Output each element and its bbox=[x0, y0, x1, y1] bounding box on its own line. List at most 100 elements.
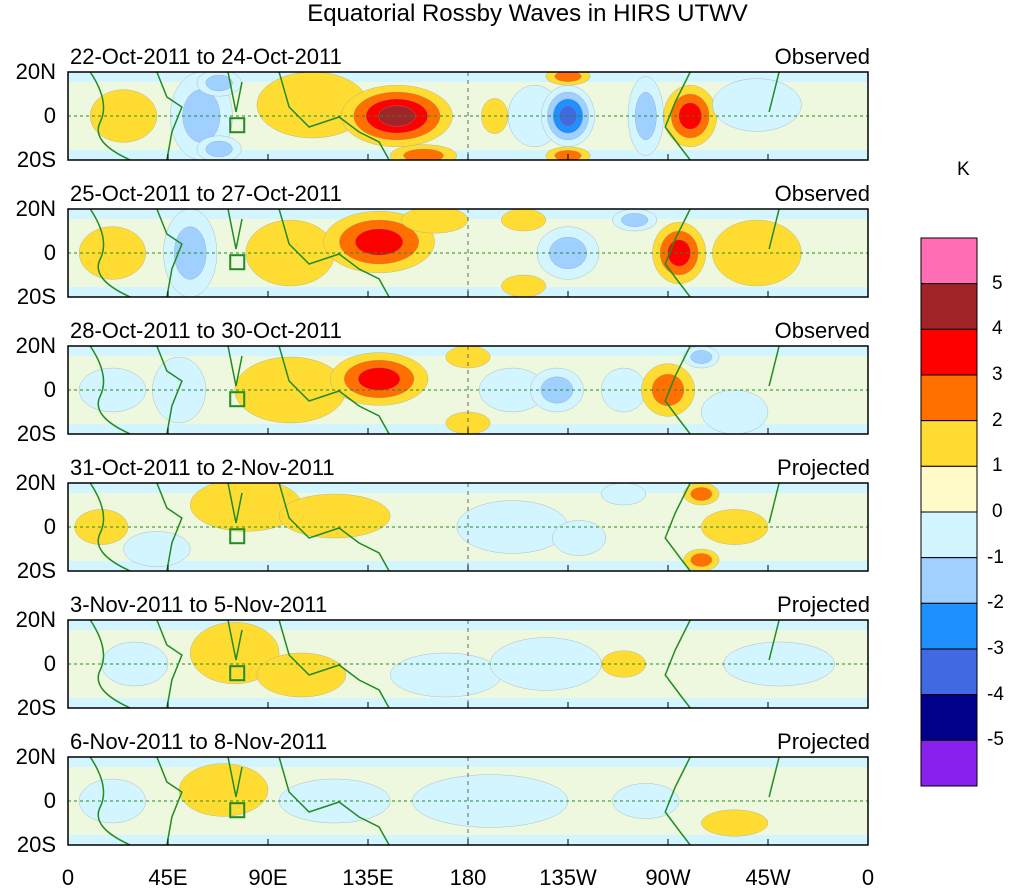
coastline bbox=[156, 346, 183, 434]
anomaly-contour bbox=[554, 72, 582, 82]
coastline bbox=[278, 483, 390, 571]
colorbar bbox=[920, 237, 978, 787]
lat-label: 20S bbox=[16, 284, 56, 309]
colorbar-swatch bbox=[920, 648, 978, 696]
lat-label: 20S bbox=[16, 421, 56, 446]
coastline bbox=[768, 483, 780, 524]
panel-status: Projected bbox=[777, 729, 870, 754]
coastline bbox=[89, 757, 131, 845]
panel-date-range: 3-Nov-2011 to 5-Nov-2011 bbox=[70, 592, 328, 617]
colorbar-label: 4 bbox=[992, 318, 1003, 340]
anomaly-contour bbox=[667, 239, 691, 267]
anomaly-contour bbox=[256, 652, 346, 698]
coastline bbox=[278, 620, 390, 708]
panel-status: Observed bbox=[774, 318, 870, 343]
map-panel-2 bbox=[67, 208, 869, 298]
panel-status: Projected bbox=[777, 455, 870, 480]
box-outline bbox=[229, 528, 246, 545]
lon-label: 0 bbox=[61, 865, 75, 890]
box-outline bbox=[229, 802, 246, 819]
figure-title: Equatorial Rossby Waves in HIRS UTWV bbox=[307, 0, 748, 27]
anomaly-contour bbox=[205, 140, 233, 158]
coastline bbox=[227, 72, 243, 113]
colorbar-label: 3 bbox=[992, 364, 1003, 385]
colorbar-label: -5 bbox=[987, 729, 1004, 751]
lon-label: 90W bbox=[645, 865, 691, 890]
lat-label: 20N bbox=[15, 607, 56, 632]
coastline bbox=[156, 72, 183, 160]
anomaly-contour bbox=[690, 487, 713, 501]
lat-label: 20N bbox=[15, 470, 56, 495]
coastline bbox=[89, 620, 131, 708]
map-panel-3 bbox=[67, 345, 869, 435]
anomaly-contour bbox=[690, 350, 713, 364]
lat-label: 20N bbox=[15, 744, 56, 769]
anomaly-contour bbox=[621, 213, 649, 227]
panel-date-range: 31-Oct-2011 to 2-Nov-2011 bbox=[70, 455, 335, 480]
lat-label: 20S bbox=[16, 558, 56, 583]
coastline bbox=[156, 757, 183, 845]
map-panel-5 bbox=[67, 619, 869, 709]
colorbar-swatch bbox=[920, 465, 978, 513]
coastline bbox=[89, 72, 131, 160]
anomaly-contour bbox=[690, 553, 713, 567]
colorbar-swatch bbox=[920, 420, 978, 467]
coastline bbox=[768, 346, 780, 387]
anomaly-contour bbox=[390, 652, 502, 698]
colorbar-swatch bbox=[920, 237, 978, 285]
lon-label: 135E bbox=[342, 865, 394, 890]
lon-label: 45W bbox=[745, 865, 791, 890]
coastline bbox=[278, 72, 390, 160]
coastline bbox=[156, 483, 183, 571]
coastline bbox=[227, 620, 243, 661]
coastline bbox=[664, 209, 691, 297]
coastline bbox=[768, 757, 780, 798]
coastline bbox=[664, 483, 691, 571]
anomaly-contour bbox=[178, 763, 269, 817]
colorbar-label: 5 bbox=[992, 272, 1003, 294]
anomaly-contour bbox=[358, 367, 401, 391]
panel-date-range: 6-Nov-2011 to 8-Nov-2011 bbox=[70, 729, 328, 754]
map-panel-4 bbox=[67, 482, 869, 572]
coastline bbox=[89, 483, 131, 571]
lon-label: 180 bbox=[449, 865, 487, 890]
colorbar-label: 2 bbox=[992, 409, 1003, 431]
coastline bbox=[278, 209, 390, 297]
anomaly-contour bbox=[701, 809, 769, 837]
colorbar-swatch bbox=[920, 557, 978, 604]
lat-label: 20S bbox=[16, 832, 56, 857]
map-panel-6 bbox=[67, 756, 869, 846]
coastline bbox=[89, 346, 131, 434]
colorbar-label: -3 bbox=[987, 638, 1004, 659]
box-outline bbox=[229, 665, 246, 682]
coastline bbox=[768, 72, 780, 113]
panel-date-range: 22-Oct-2011 to 24-Oct-2011 bbox=[70, 44, 342, 69]
coastline bbox=[768, 209, 780, 250]
anomaly-contour bbox=[278, 493, 391, 539]
coastline bbox=[227, 209, 243, 250]
coastline bbox=[664, 346, 691, 434]
anomaly-contour bbox=[501, 209, 546, 232]
panel-status: Projected bbox=[777, 592, 870, 617]
coastline bbox=[278, 757, 390, 845]
coastline bbox=[664, 72, 691, 160]
colorbar-label: -4 bbox=[987, 683, 1004, 705]
lon-label: 135W bbox=[539, 865, 597, 890]
anomaly-contour bbox=[403, 148, 444, 160]
anomaly-contour bbox=[678, 102, 702, 130]
panel-status: Observed bbox=[774, 181, 870, 206]
lat-label: 0 bbox=[43, 240, 56, 265]
lat-label: 0 bbox=[43, 514, 56, 539]
lat-label: 0 bbox=[43, 377, 56, 402]
coastline bbox=[156, 209, 183, 297]
panel-status: Observed bbox=[774, 44, 870, 69]
colorbar-swatch bbox=[920, 602, 978, 650]
map-panel-1 bbox=[67, 71, 869, 161]
anomaly-contour bbox=[552, 520, 606, 556]
box-outline bbox=[229, 391, 246, 408]
lon-label: 0 bbox=[861, 865, 875, 890]
anomaly-contour bbox=[355, 228, 404, 256]
box-outline bbox=[229, 254, 246, 271]
